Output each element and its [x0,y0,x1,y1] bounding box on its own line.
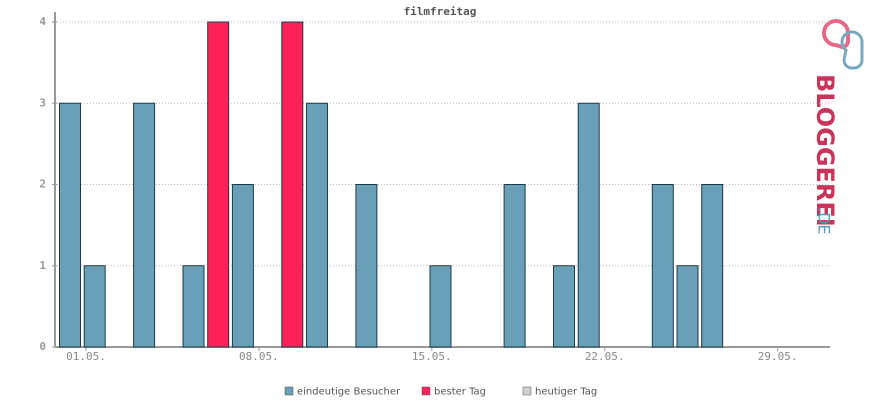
logo: BLOGGEREI .DE [811,19,864,235]
legend-label: eindeutige Besucher [297,387,401,398]
legend-label: bester Tag [434,387,486,398]
x-tick-label: 22.05. [585,350,625,363]
y-tick-label: 4 [39,15,46,28]
logo-text: BLOGGEREI [811,74,839,227]
x-tick-label: 15.05. [412,350,452,363]
bar [355,184,378,348]
legend-swatch [284,386,294,396]
y-tick-label: 0 [39,340,46,353]
bar [281,21,304,348]
logo-icon [840,30,864,70]
bar [207,21,230,348]
x-tick-label: 08.05. [239,350,279,363]
legend-swatch [421,386,431,396]
y-tick-label: 3 [39,96,46,109]
legend-swatch [522,386,532,396]
chart-title: filmfreitag [404,5,477,18]
logo-suffix: .DE [815,207,834,235]
bar [231,184,254,348]
y-tick-label: 1 [39,259,46,272]
bar [651,184,674,348]
bar [503,184,526,348]
bar [59,102,81,348]
legend-label: heutiger Tag [535,387,597,398]
bar [553,265,575,348]
bar [83,265,106,348]
bar [306,102,328,348]
bar [577,102,600,348]
legend: eindeutige Besucher bester Tag heutiger Ta… [284,386,597,398]
x-tick-label: 01.05. [66,350,106,363]
logo-icon [822,19,850,50]
y-tick-label: 2 [39,178,46,191]
bar [676,265,699,348]
x-tick-label: 29.05. [758,350,798,363]
bar [182,265,205,348]
bar [429,265,452,348]
bar [133,102,156,348]
bar [701,184,724,348]
